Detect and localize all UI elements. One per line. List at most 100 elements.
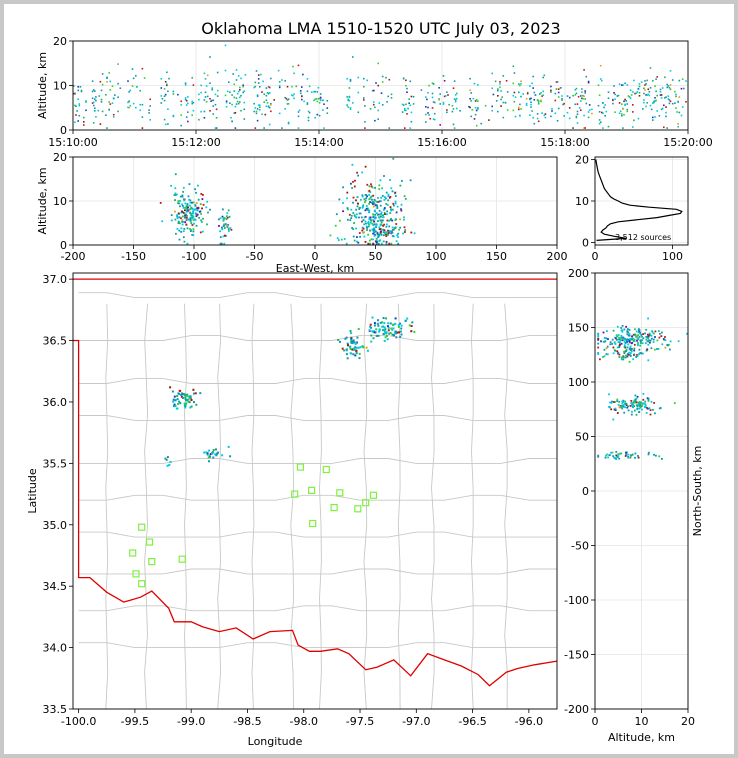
time-source-point [253,110,255,113]
ns-y-tick-label: -50 [571,540,589,553]
ns-source-point [618,338,620,341]
ns-source-point [646,407,649,410]
time-source-point [263,127,265,129]
ew-source-point [401,180,403,182]
county-boundary [78,642,557,649]
time-source-point [94,90,96,92]
ew-source-point [183,198,185,201]
ns-source-point [641,342,644,345]
map-source-point [209,453,212,455]
time-source-point [234,127,237,129]
ns-source-point [625,404,628,406]
map-source-point [184,402,187,405]
time-source-point [256,94,259,96]
ew-source-point [390,187,393,190]
time-source-point [574,103,577,106]
map-source-point [346,342,349,345]
ew-source-point [404,229,407,231]
time-source-point [198,98,200,101]
ns-source-point [628,354,631,356]
map-source-point [180,395,183,398]
time-source-point [555,88,558,90]
ns-source-point [628,351,630,354]
time-source-point [669,88,672,91]
time-source-point [112,113,115,116]
ns-source-point [597,455,600,458]
time-source-point [532,87,534,89]
time-source-point [99,80,102,83]
ew-source-point [382,219,384,222]
time-source-point [583,127,585,129]
time-source-point [577,95,580,98]
time-source-point [185,116,188,118]
time-source-point [574,89,577,91]
ew-source-point [190,230,192,232]
ns-source-point [622,399,625,402]
time-source-point [626,110,629,113]
time-source-point [278,81,281,83]
ew-source-point [357,241,360,244]
map-source-point [345,353,348,356]
ns-source-point [634,401,636,404]
ew-source-point [371,228,374,231]
time-source-point [591,108,593,111]
time-source-point [233,96,236,99]
ns-source-point [617,404,620,406]
time-source-point [185,99,188,102]
ns-source-point [613,401,615,403]
ew-source-point [177,202,179,205]
time-source-point [108,72,110,74]
ns-source-point [621,330,624,333]
time-source-point [484,105,487,107]
time-source-point [163,99,166,102]
time-source-point [445,95,447,97]
ew-source-point [372,228,375,231]
time-source-point [425,121,427,123]
ew-source-point [368,239,371,242]
time-source-point [667,85,670,87]
time-source-point [659,91,662,93]
ew-source-point [191,201,193,204]
ns-source-point [652,409,654,411]
map-source-point [381,325,384,328]
ew-source-point [224,234,226,237]
ew-source-point [372,203,374,206]
time-source-point [621,84,623,86]
time-source-point [306,90,309,93]
ns-source-point [627,409,630,412]
time-source-point [477,100,479,102]
time-source-point [139,103,141,106]
ew-source-point [375,226,377,228]
time-source-point [526,91,529,94]
ns-source-point [636,355,639,357]
time-source-point [602,127,604,129]
time-source-point [584,98,586,100]
time-source-point [495,100,498,102]
ew-source-point [186,203,189,205]
time-source-point [525,104,528,106]
map-source-point [185,399,188,402]
ns-source-point [647,451,650,454]
time-source-point [637,117,640,120]
ns-source-point [600,340,602,343]
ew-source-point [185,223,188,226]
ns-source-point [641,408,643,411]
time-source-point [642,108,644,110]
ew-source-point [375,212,378,214]
ns-source-point [649,339,652,342]
map-source-point [385,317,388,320]
map-source-point [354,354,357,357]
ns-source-point [630,350,633,353]
map-source-point [187,398,190,401]
ns-source-point [642,398,645,401]
time-source-point [658,115,661,117]
time-source-point [661,87,664,89]
ew-source-point [187,206,189,209]
time-source-point [268,106,271,109]
time-source-point [575,92,578,95]
time-source-point [626,84,629,86]
time-source-point [228,81,230,83]
time-source-point [431,92,434,95]
time-source-point [408,102,410,104]
time-source-point [101,110,104,113]
